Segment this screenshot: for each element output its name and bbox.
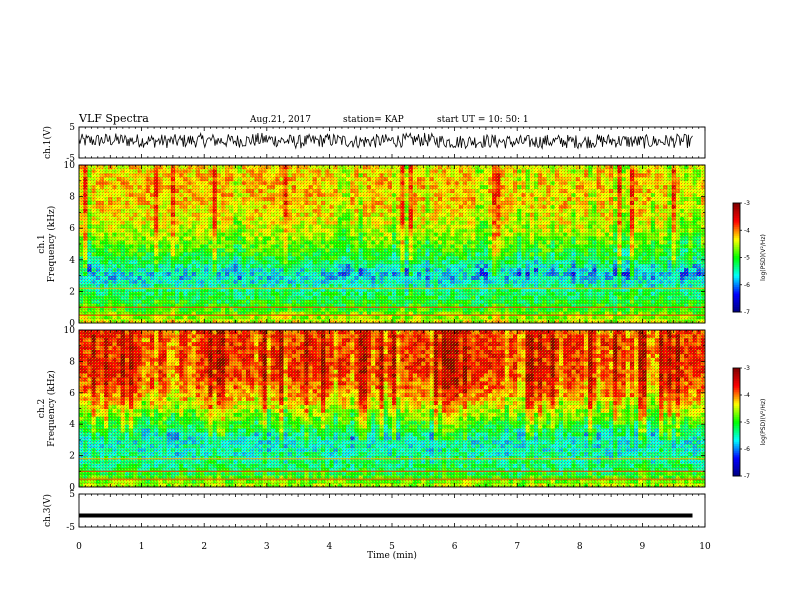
y-axis-label: ch.1(V)	[42, 126, 53, 159]
start-time-label: start UT = 10: 50: 1	[437, 115, 529, 125]
ch1-waveform-panel: 5 -5 ch.1(V)	[42, 123, 706, 164]
station-label: station= KAP	[343, 115, 404, 125]
figure-title: VLF Spectra	[78, 112, 149, 125]
date-label: Aug.21, 2017	[249, 115, 311, 125]
y-tick-label: 5	[69, 123, 75, 133]
y-tick-label: -5	[66, 154, 75, 164]
ch1-trace	[78, 131, 693, 150]
